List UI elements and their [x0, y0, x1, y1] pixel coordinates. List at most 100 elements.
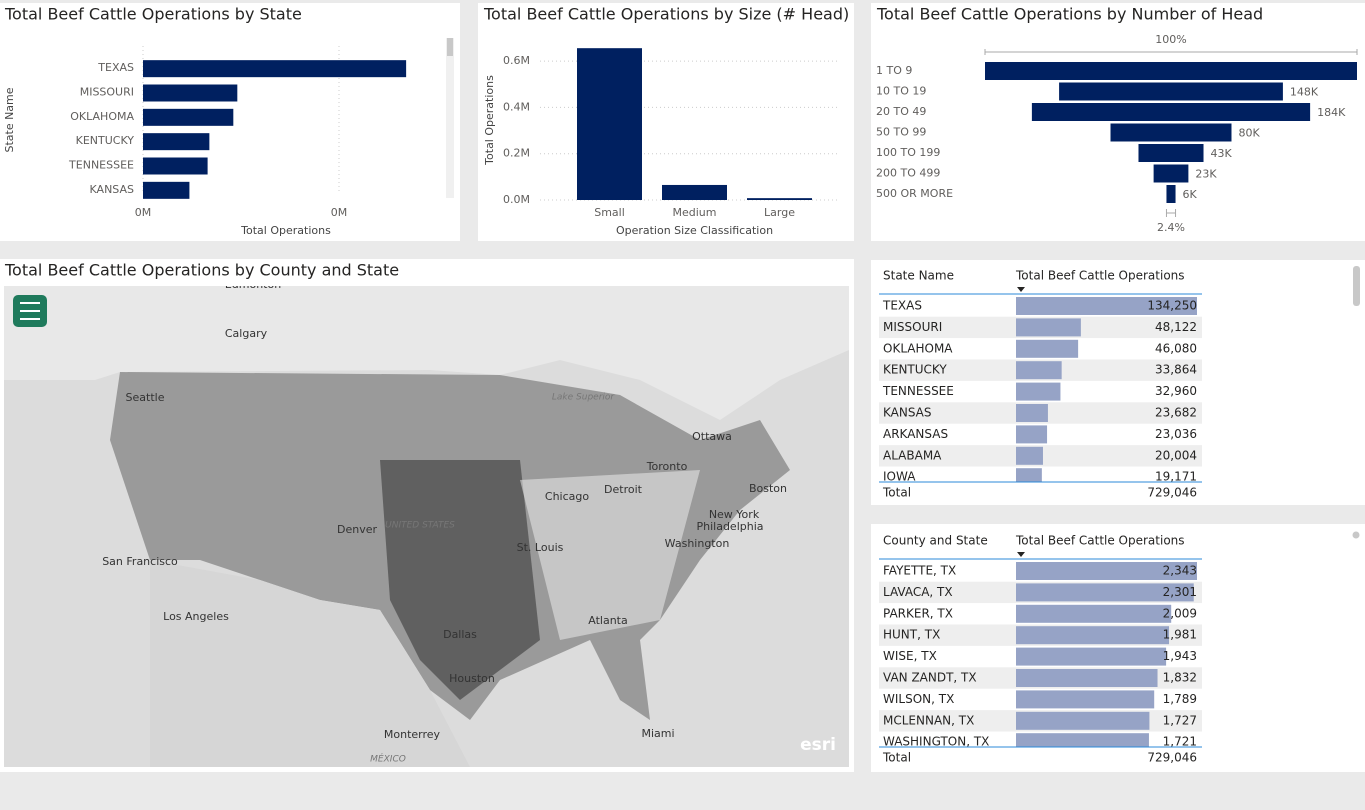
data-bar — [1016, 733, 1149, 747]
row-value: 1,981 — [1163, 628, 1197, 642]
funnel-bar — [985, 62, 1357, 80]
row-name: HUNT, TX — [883, 628, 940, 642]
map-label: Denver — [337, 523, 377, 536]
data-bar — [1016, 562, 1197, 580]
panel — [871, 260, 1365, 505]
map-attribution: esri — [800, 735, 836, 755]
map-label: Chicago — [545, 490, 589, 503]
map-label: New York — [709, 508, 760, 521]
column-header: County and State — [883, 534, 988, 548]
row-value: 33,864 — [1155, 363, 1197, 377]
scrollbar[interactable] — [446, 38, 454, 198]
y-tick-label: KANSAS — [90, 183, 134, 196]
table-body: TEXAS 134,250 MISSOURI 48,122 OKLAHOMA 46,080… — [879, 297, 1202, 484]
row-value: 134,250 — [1147, 299, 1197, 313]
map-label: Calgary — [225, 327, 268, 340]
map-label: Boston — [749, 482, 787, 495]
row-value: 2,009 — [1163, 606, 1197, 620]
map-label: Dallas — [443, 628, 477, 641]
row-name: TEXAS — [882, 299, 922, 313]
map-label: UNITED STATES — [385, 521, 455, 531]
sort-icon — [1017, 287, 1025, 292]
map-label: Monterrey — [384, 728, 441, 741]
data-bar — [1016, 711, 1150, 730]
row-value: 1,943 — [1163, 649, 1197, 663]
y-tick-label: OKLAHOMA — [70, 110, 134, 123]
value-label: 80K — [1238, 127, 1260, 140]
value-label: 148K — [1290, 86, 1319, 99]
funnel-bar — [1110, 123, 1232, 142]
bar — [143, 181, 190, 199]
column-header: State Name — [883, 269, 954, 283]
map-label: Edmonton — [225, 278, 281, 291]
total-value: 729,046 — [1147, 486, 1197, 500]
county-cluster — [380, 460, 540, 700]
row-value: 20,004 — [1155, 448, 1197, 462]
scroll-thumb[interactable] — [447, 38, 453, 56]
bar — [143, 84, 238, 102]
y-axis-label: Total Operations — [483, 75, 496, 166]
y-tick-label: TEXAS — [97, 61, 134, 74]
data-bar — [1016, 425, 1048, 444]
map — [4, 286, 849, 767]
row-name: VAN ZANDT, TX — [883, 671, 977, 685]
column-header: Total Beef Cattle Operations — [1015, 534, 1185, 548]
x-tick-label: Large — [764, 206, 795, 219]
y-axis-label: State Name — [3, 87, 16, 152]
data-bar — [1016, 626, 1170, 645]
data-bar — [1016, 318, 1081, 337]
row-name: FAYETTE, TX — [883, 564, 956, 578]
x-tick-label: Small — [594, 206, 625, 219]
scroll-thumb[interactable] — [1352, 531, 1360, 539]
funnel-category: 100 TO 199 — [876, 146, 940, 159]
bar — [143, 60, 407, 78]
funnel-top-label: 100% — [1155, 33, 1186, 46]
y-tick-label: MISSOURI — [80, 86, 134, 99]
funnel-bar — [1059, 82, 1283, 101]
row-value: 48,122 — [1155, 320, 1197, 334]
funnel-category: 500 OR MORE — [876, 187, 953, 200]
data-bar — [1016, 446, 1043, 465]
funnel-category: 200 TO 499 — [876, 167, 940, 180]
map-label: St. Louis — [517, 541, 564, 554]
map-label: San Francisco — [102, 555, 178, 568]
row-name: KENTUCKY — [883, 363, 947, 377]
row-name: ARKANSAS — [883, 427, 948, 441]
funnel-bracket — [1165, 209, 1177, 217]
map-label: Atlanta — [588, 614, 627, 627]
map-label: Ottawa — [692, 430, 732, 443]
map-title: Total Beef Cattle Operations by County a… — [4, 261, 399, 280]
map-label: Detroit — [604, 483, 643, 496]
data-bar — [1016, 690, 1155, 709]
row-name: ALABAMA — [883, 448, 942, 462]
row-name: MISSOURI — [883, 320, 942, 334]
county-cluster — [520, 470, 700, 640]
row-value: 1,721 — [1163, 735, 1197, 749]
data-bar — [1016, 297, 1197, 315]
y-tick-label: TENNESSEE — [68, 159, 134, 172]
bar — [143, 133, 210, 151]
map-label: Washington — [665, 537, 730, 550]
data-bar — [1016, 583, 1194, 602]
total-value: 729,046 — [1147, 751, 1197, 765]
row-value: 19,171 — [1155, 470, 1197, 484]
data-bar — [1016, 604, 1172, 623]
y-tick-label: 0.2M — [503, 147, 530, 160]
sort-icon — [1017, 552, 1025, 557]
bar — [143, 108, 234, 126]
data-bar — [1016, 339, 1079, 358]
x-axis-label: Total Operations — [240, 224, 331, 237]
funnel-bar — [1166, 185, 1176, 203]
funnel-bracket — [984, 49, 1358, 55]
scroll-thumb[interactable] — [1353, 266, 1360, 306]
row-name: WILSON, TX — [883, 692, 954, 706]
funnel-category: 1 TO 9 — [876, 64, 912, 77]
data-bar — [1016, 647, 1167, 666]
map-label: Seattle — [126, 391, 165, 404]
y-tick-label: 0.6M — [503, 54, 530, 67]
data-bar — [1016, 382, 1061, 401]
row-value: 46,080 — [1155, 341, 1197, 355]
funnel-bar — [1138, 144, 1204, 162]
row-name: IOWA — [883, 470, 916, 484]
x-tick-label: 0M — [135, 206, 152, 219]
